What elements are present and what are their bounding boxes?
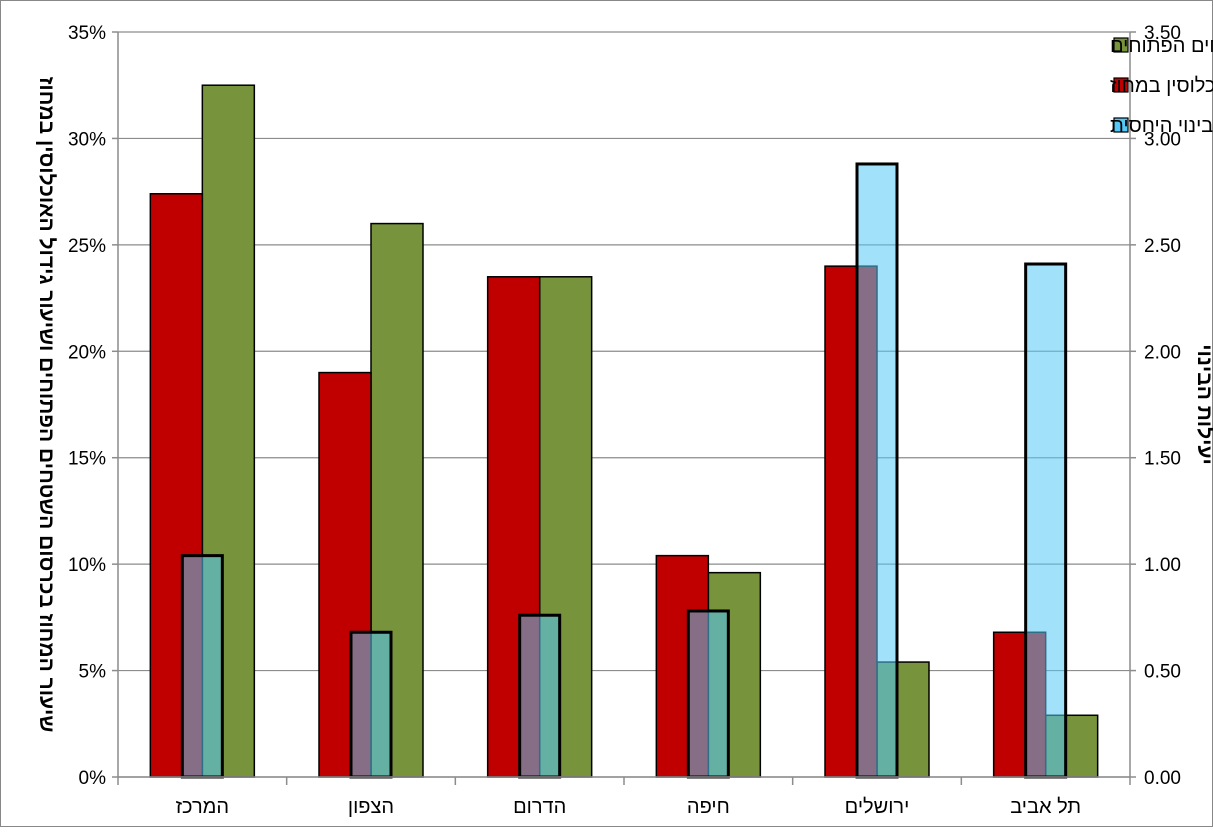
axes (112, 31, 1136, 785)
legend-label: יעילות הבינוי היחסית (1110, 115, 1213, 137)
bar-building-efficiency (180, 554, 224, 779)
category-label: ירושלים (845, 796, 910, 818)
legend-swatch (1113, 117, 1129, 133)
bar-building-efficiency (1024, 262, 1068, 779)
bars (149, 84, 1099, 779)
bar-building-efficiency (855, 162, 899, 779)
right-tick-label: 1.00 (1144, 555, 1181, 576)
left-tick-label: 35% (68, 23, 106, 44)
bar-building-efficiency (349, 630, 393, 779)
left-tick-label: 15% (68, 449, 106, 470)
right-axis-title: יעילות הבינוי (1193, 344, 1213, 465)
left-tick-label: 30% (68, 129, 106, 150)
category-label: הצפון (348, 796, 394, 818)
category-label: תל אביב (1010, 796, 1081, 818)
bar-building-efficiency (686, 609, 730, 779)
legend-swatch (1113, 77, 1129, 93)
right-tick-label: 3.50 (1144, 23, 1181, 44)
category-label: חיפה (687, 796, 730, 818)
category-label: המרכז (176, 796, 229, 818)
left-tick-label: 10% (68, 555, 106, 576)
left-tick-label: 20% (68, 342, 106, 363)
right-tick-label: 1.50 (1144, 449, 1181, 470)
right-tick-label: 0.50 (1144, 662, 1181, 683)
bar-building-efficiency (518, 613, 562, 779)
legend-label: גידול האוכלוסין במחוז (1110, 75, 1213, 97)
tick-labels: 0% 5% 10% 15% 20% 25% 30% 35% 0.00 0.50 1.00 1.50 2.… (68, 23, 1181, 818)
left-tick-label: 0% (79, 768, 107, 789)
right-tick-label: 0.00 (1144, 768, 1181, 789)
right-tick-label: 2.00 (1144, 342, 1181, 363)
left-axis-title: שיעור המחוז בכרסום השטחים הפתוחים ושיעור… (35, 77, 58, 733)
left-tick-label: 5% (79, 662, 107, 683)
legend-label: שיעור המחוז בכרסום השטחים הפתוחים (1110, 35, 1213, 57)
legend: שיעור המחוז בכרסום השטחים הפתוחים גידול ה… (1110, 35, 1213, 137)
left-tick-label: 25% (68, 236, 106, 257)
right-tick-label: 2.50 (1144, 236, 1181, 257)
category-label: הדרום (513, 796, 566, 818)
right-tick-label: 3.00 (1144, 129, 1181, 150)
legend-swatch (1113, 37, 1129, 53)
